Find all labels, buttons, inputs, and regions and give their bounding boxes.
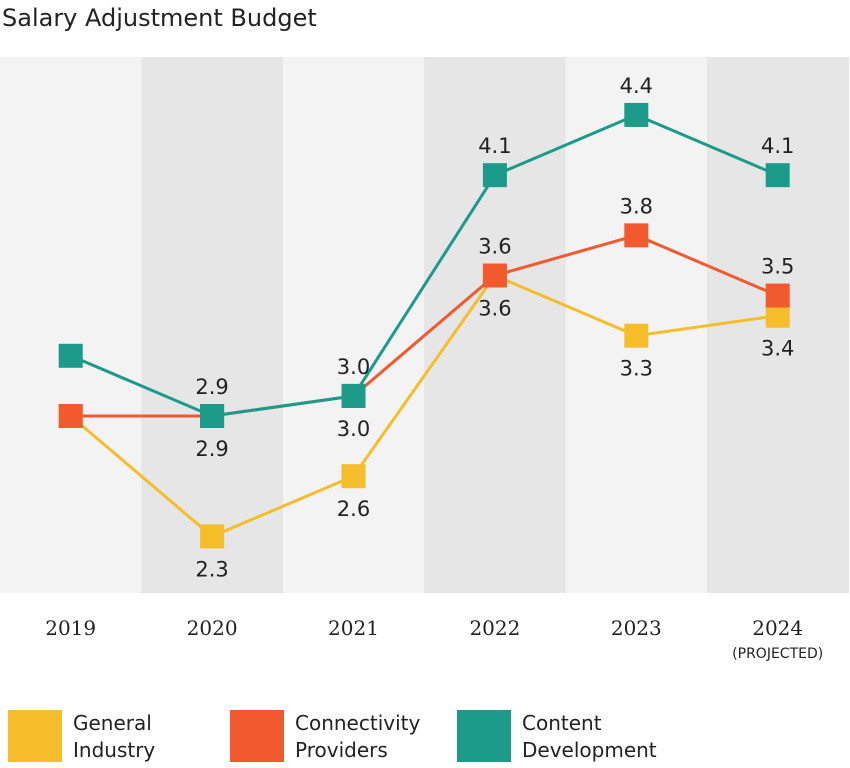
data-point xyxy=(765,283,790,308)
data-point xyxy=(341,383,366,408)
data-point xyxy=(765,303,790,328)
legend-swatch xyxy=(230,710,284,762)
data-label: 3.4 xyxy=(761,337,794,361)
data-point xyxy=(200,524,225,549)
data-label: 3.0 xyxy=(337,417,370,441)
data-point xyxy=(482,163,507,188)
x-tick-label: 2022 xyxy=(469,616,520,640)
data-point xyxy=(341,464,366,489)
column-band xyxy=(0,57,142,593)
series-line xyxy=(70,113,779,418)
legend-item-content-development: Content Development xyxy=(457,710,672,764)
data-label: 2.3 xyxy=(195,557,228,581)
data-point xyxy=(200,404,225,428)
line-chart: 2019 2020 2021 2022 2023 2024 (PROJECTED) 2.3 2.… xyxy=(0,57,849,662)
column-band xyxy=(141,57,284,593)
x-tick-label: 2024 xyxy=(752,616,803,640)
legend-swatch xyxy=(457,710,511,762)
data-point xyxy=(624,102,649,127)
x-tick-label: 2023 xyxy=(611,616,662,640)
legend-item-general-industry: General Industry xyxy=(8,710,223,764)
data-point xyxy=(624,323,649,348)
data-point xyxy=(482,263,507,288)
x-tick-label: 2020 xyxy=(187,616,238,640)
data-label: 2.9 xyxy=(195,437,228,461)
data-point xyxy=(624,223,649,248)
legend-item-connectivity-providers: Connectivity Providers xyxy=(230,710,445,764)
x-tick-sublabel: (PROJECTED) xyxy=(732,646,823,662)
data-label: 3.3 xyxy=(620,357,653,381)
series-line xyxy=(70,233,779,418)
legend-label: General Industry xyxy=(73,711,156,762)
data-point xyxy=(58,404,83,428)
x-tick-label: 2021 xyxy=(328,616,379,640)
chart-title: Salary Adjustment Budget xyxy=(2,4,317,32)
data-label: 3.5 xyxy=(761,255,794,279)
data-point xyxy=(765,163,790,188)
data-point xyxy=(58,343,83,368)
legend-label: Content Development xyxy=(522,711,657,762)
legend-label: Connectivity Providers xyxy=(295,711,421,762)
column-band xyxy=(282,57,425,593)
data-label: 2.6 xyxy=(337,497,370,521)
data-label: 4.4 xyxy=(620,74,653,98)
data-label: 3.8 xyxy=(620,194,653,218)
x-tick-label: 2019 xyxy=(45,616,96,640)
legend-swatch xyxy=(8,710,62,762)
series-line xyxy=(69,273,778,539)
column-band xyxy=(424,57,567,593)
data-label: 4.1 xyxy=(478,134,511,158)
data-label: 2.9 xyxy=(195,375,228,399)
data-label: 3.6 xyxy=(478,297,511,321)
data-label: 3.6 xyxy=(478,235,511,259)
data-label: 4.1 xyxy=(761,134,794,158)
data-label: 3.0 xyxy=(337,355,370,379)
